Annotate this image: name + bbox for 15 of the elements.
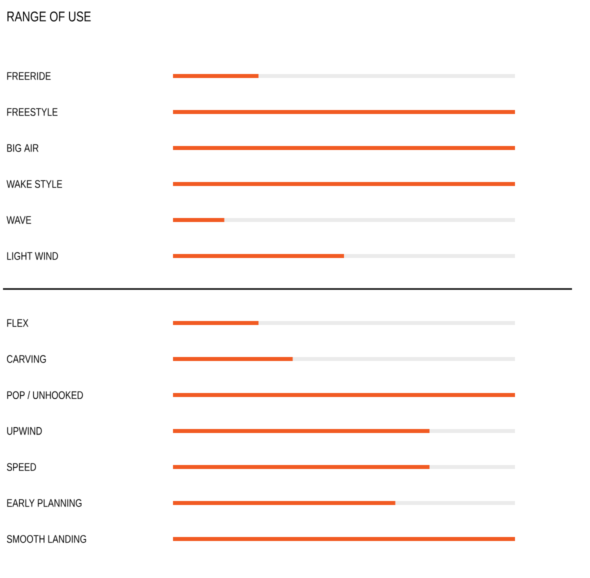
y-tick-label: BIG AIR [7,144,38,152]
y-tick-label: WAKE STYLE [6,180,62,188]
y-tick-label: CARVING [6,355,46,363]
y-tick-label: SMOOTH LANDING [6,535,86,543]
y-tick-label: POP / UNHOOKED [7,390,83,400]
y-tick-label: FREESTYLE [7,108,58,116]
y-tick-label: SPEED [6,463,36,471]
y-tick-label: EARLY PLANNING [7,499,82,507]
y-tick-label: FLEX [7,319,28,327]
bar [173,218,224,222]
y-tick-label: UPWIND [7,427,42,435]
y-tick-label: WAVE [6,216,32,224]
y-tick-label: LIGHT WIND [7,252,58,260]
y-tick-label: FREERIDE [7,72,51,80]
text: RANGE OF USE [7,12,91,22]
